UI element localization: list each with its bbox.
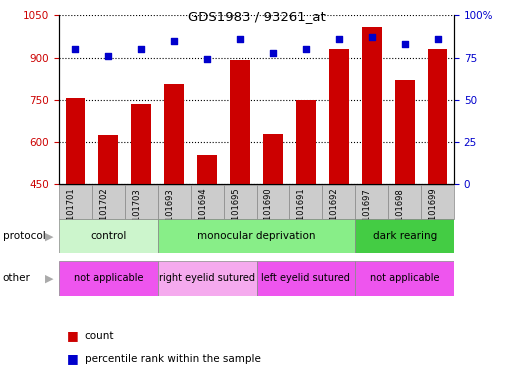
Bar — [131, 104, 151, 184]
Point — [104, 53, 112, 59]
Text: control: control — [90, 231, 127, 241]
Bar — [289, 185, 322, 219]
Bar — [296, 100, 315, 184]
Text: protocol: protocol — [3, 231, 45, 241]
Bar — [158, 185, 191, 219]
Bar — [158, 219, 355, 253]
Text: GSM101699: GSM101699 — [428, 188, 438, 238]
Text: ■: ■ — [67, 329, 78, 343]
Point — [368, 34, 376, 40]
Bar — [256, 185, 289, 219]
Text: GSM101691: GSM101691 — [297, 188, 306, 238]
Point — [203, 56, 211, 62]
Bar — [362, 26, 382, 184]
Text: dark rearing: dark rearing — [372, 231, 437, 241]
Bar — [92, 185, 125, 219]
Bar — [388, 185, 421, 219]
Bar — [355, 219, 454, 253]
Bar — [428, 49, 447, 184]
Bar — [355, 185, 388, 219]
Bar — [59, 219, 158, 253]
Point — [170, 38, 179, 44]
Point — [269, 50, 277, 56]
Text: GSM101698: GSM101698 — [396, 188, 405, 238]
Text: right eyelid sutured: right eyelid sutured — [159, 273, 255, 283]
Bar — [263, 134, 283, 184]
Bar — [59, 261, 158, 296]
Text: not applicable: not applicable — [370, 273, 439, 283]
Text: ▶: ▶ — [45, 273, 54, 283]
Point — [236, 36, 244, 42]
Text: percentile rank within the sample: percentile rank within the sample — [85, 354, 261, 364]
Bar — [230, 60, 250, 184]
Text: monocular deprivation: monocular deprivation — [198, 231, 315, 241]
Text: count: count — [85, 331, 114, 341]
Bar — [421, 185, 454, 219]
Bar — [66, 98, 85, 184]
Bar — [256, 261, 355, 296]
Bar — [224, 185, 256, 219]
Text: GSM101692: GSM101692 — [330, 188, 339, 238]
Bar — [98, 135, 118, 184]
Text: GSM101694: GSM101694 — [198, 188, 207, 238]
Text: left eyelid sutured: left eyelid sutured — [262, 273, 350, 283]
Text: GSM101703: GSM101703 — [132, 188, 141, 238]
Text: GSM101701: GSM101701 — [67, 188, 75, 238]
Point — [334, 36, 343, 42]
Bar — [158, 261, 256, 296]
Bar — [59, 185, 92, 219]
Bar — [329, 49, 349, 184]
Text: ■: ■ — [67, 353, 78, 366]
Point — [137, 46, 145, 52]
Text: GSM101695: GSM101695 — [231, 188, 240, 238]
Bar — [394, 80, 415, 184]
Point — [302, 46, 310, 52]
Bar — [322, 185, 355, 219]
Text: not applicable: not applicable — [74, 273, 143, 283]
Text: other: other — [3, 273, 30, 283]
Text: GSM101697: GSM101697 — [363, 188, 372, 238]
Bar — [355, 261, 454, 296]
Bar — [125, 185, 158, 219]
Text: GSM101690: GSM101690 — [264, 188, 273, 238]
Text: GDS1983 / 93261_at: GDS1983 / 93261_at — [188, 10, 325, 23]
Bar — [191, 185, 224, 219]
Point — [433, 36, 442, 42]
Text: ▶: ▶ — [45, 231, 54, 241]
Bar — [164, 84, 184, 184]
Point — [71, 46, 80, 52]
Point — [401, 41, 409, 47]
Text: GSM101702: GSM101702 — [100, 188, 108, 238]
Text: GSM101693: GSM101693 — [165, 188, 174, 238]
Bar — [197, 155, 217, 184]
